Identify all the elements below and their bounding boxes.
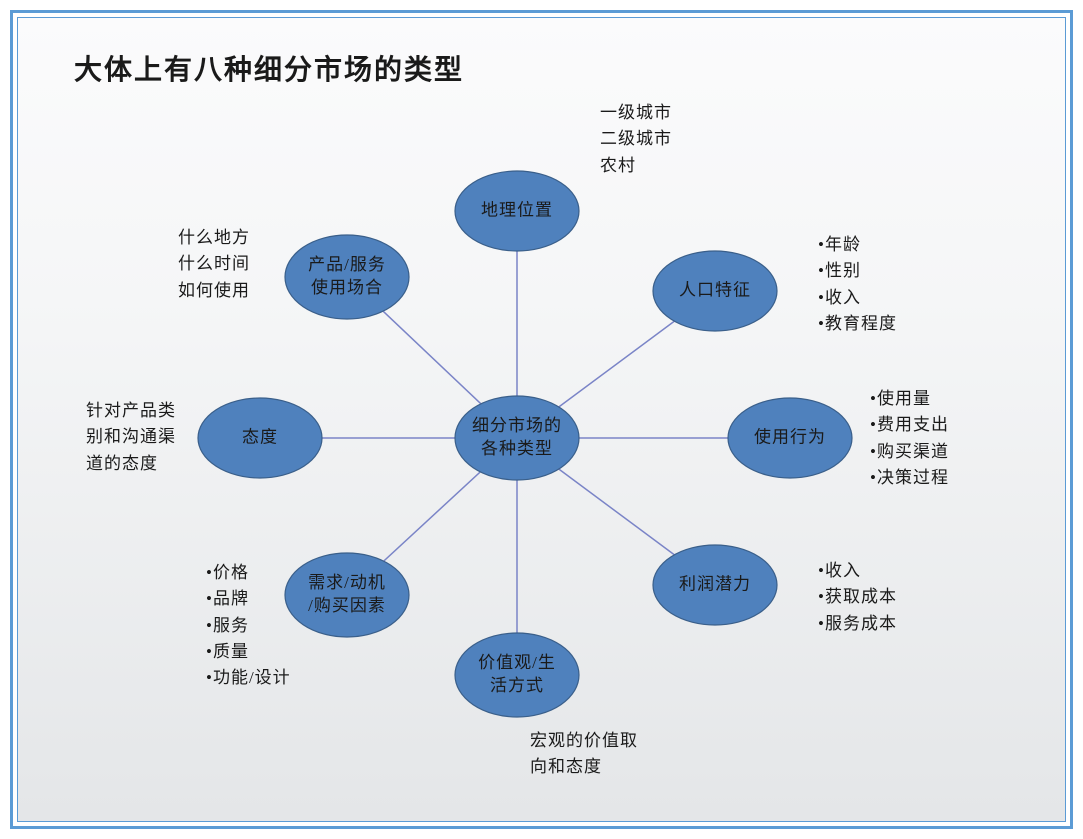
annotation-demographics: •年龄 •性别 •收入 •教育程度 bbox=[818, 232, 897, 337]
annotation-geography: 一级城市 二级城市 农村 bbox=[600, 100, 672, 179]
center-node-label: 细分市场的 各种类型 bbox=[472, 415, 562, 461]
annotation-attitude: 针对产品类 别和沟通渠 道的态度 bbox=[86, 398, 176, 477]
annotation-usage_occasion: 什么地方 什么时间 如何使用 bbox=[178, 225, 250, 304]
annotation-profit: •收入 •获取成本 •服务成本 bbox=[818, 558, 897, 637]
annotation-needs: •价格 •品牌 •服务 •质量 •功能/设计 bbox=[206, 560, 291, 692]
node-label-usage_occasion: 产品/服务 使用场合 bbox=[308, 254, 386, 300]
annotation-usage_behavior: •使用量 •费用支出 •购买渠道 •决策过程 bbox=[870, 386, 949, 491]
node-label-attitude: 态度 bbox=[242, 427, 278, 450]
node-label-profit: 利润潜力 bbox=[679, 574, 751, 597]
node-label-values: 价值观/生 活方式 bbox=[478, 652, 556, 698]
page-title: 大体上有八种细分市场的类型 bbox=[74, 48, 464, 88]
node-label-needs: 需求/动机 /购买因素 bbox=[308, 572, 386, 618]
node-label-usage_behavior: 使用行为 bbox=[754, 427, 826, 450]
node-label-geography: 地理位置 bbox=[481, 200, 553, 223]
node-label-demographics: 人口特征 bbox=[679, 280, 751, 303]
annotation-values: 宏观的价值取 向和态度 bbox=[530, 728, 638, 781]
